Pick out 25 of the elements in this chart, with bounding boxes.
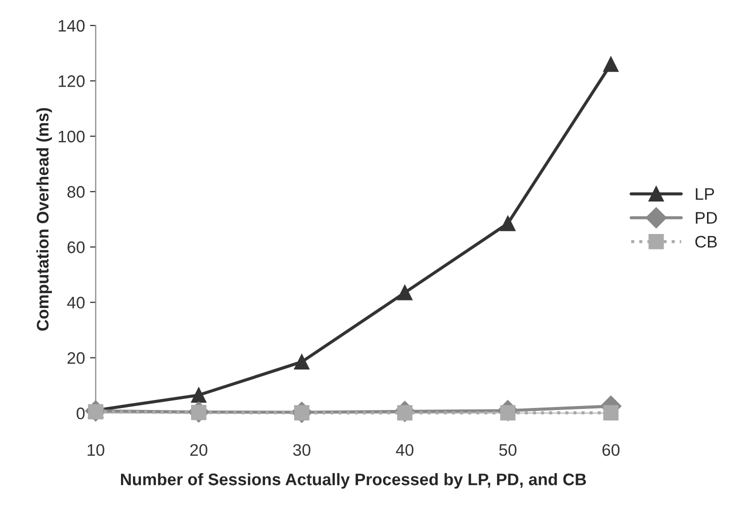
point [603,405,619,420]
y-tick-label: 100 [58,130,85,142]
point [397,285,412,300]
x-tick-label: 20 [190,444,208,456]
y-tick-label: 0 [76,408,85,420]
y-axis-title: Computation Overhead (ms) [36,108,52,331]
y-tick-label: 20 [68,352,85,364]
point [294,354,310,370]
y-tick-label: 80 [67,186,85,198]
y-tick-label: 40 [67,296,85,309]
x-tick-label: 50 [499,444,516,456]
y-tick-label: 120 [58,75,85,88]
x-tick-label: 30 [293,444,310,456]
y-tick-label: 60 [68,241,85,254]
legend-label: PD [696,212,717,224]
point [191,387,206,403]
point [500,216,516,232]
x-tick-label: 60 [602,444,620,456]
legend-label: LP [696,188,714,200]
x-tick-label: 10 [88,444,104,456]
x-tick-label: 40 [396,444,414,456]
y-tick-label: 140 [58,20,85,32]
point [603,56,619,72]
legend-label: CB [695,236,717,248]
x-axis-title: Number of Sessions Actually Processed by LP, PD, and CB [121,473,586,489]
